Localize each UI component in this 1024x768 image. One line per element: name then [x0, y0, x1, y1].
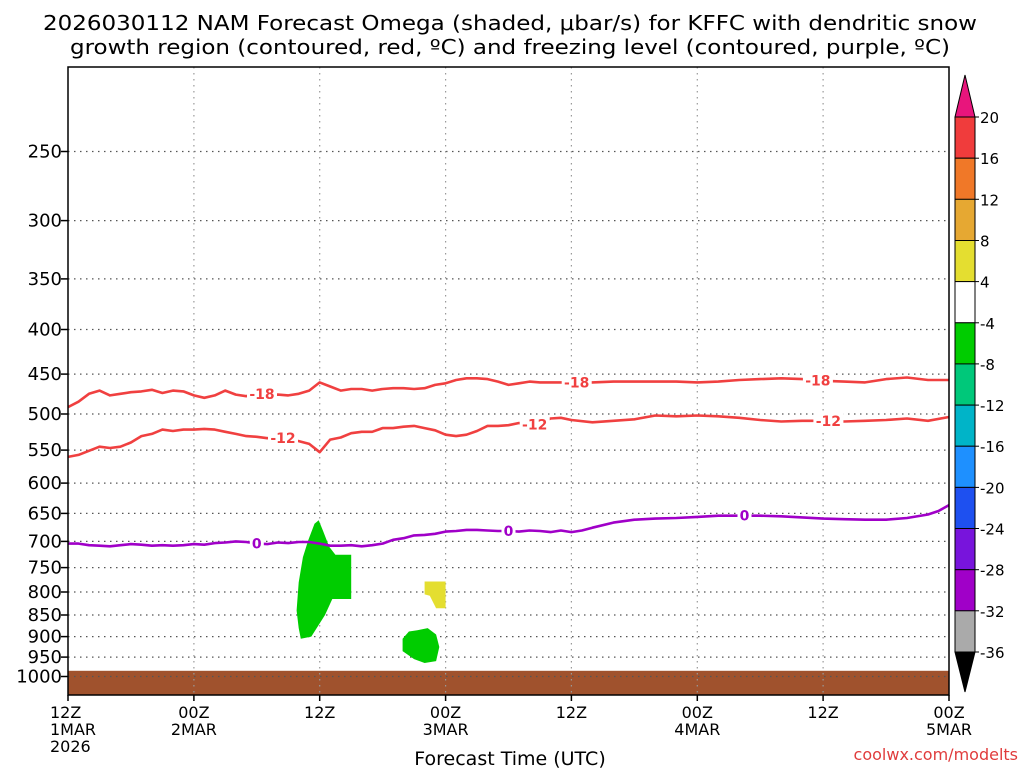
colorbar-top-arrow — [954, 74, 976, 118]
contour-label: -12 — [270, 431, 295, 447]
colorbar-bin — [954, 404, 976, 447]
colorbar-level-label: -36 — [980, 644, 1005, 662]
colorbar-bin — [954, 322, 976, 365]
contour-label: -12 — [816, 414, 841, 430]
contour-line-1 — [67, 414, 950, 459]
x-tick-label-l1: 12Z — [50, 703, 81, 722]
x-tick-label-l2: 3MAR — [423, 720, 469, 739]
y-tick-label-550: 550 — [28, 440, 62, 461]
contour-label: 0 — [504, 524, 514, 540]
pressure-axis: 2503003504004505005506006507007508008509… — [16, 142, 68, 688]
colorbar-bin — [954, 157, 976, 200]
contour-label: -18 — [249, 387, 274, 403]
x-tick-label-l2: 4MAR — [674, 720, 720, 739]
x-tick-label-l3: 2026 — [50, 737, 91, 756]
x-tick-label-l1: 12Z — [807, 703, 838, 722]
colorbar-level-label: -28 — [980, 562, 1005, 580]
x-tick-label-l1: 12Z — [304, 703, 335, 722]
contour-label: -18 — [564, 375, 589, 391]
y-tick-label-250: 250 — [28, 142, 62, 163]
contour-label-bg — [802, 372, 833, 389]
y-tick-label-800: 800 — [28, 582, 62, 603]
x-tick-label-l1: 00Z — [178, 703, 209, 722]
y-tick-label-850: 850 — [28, 605, 62, 626]
x-tick-label-l1: 12Z — [556, 703, 587, 722]
colorbar-bin — [954, 363, 976, 406]
plot-frame — [67, 66, 950, 696]
colorbar-level-label: 16 — [980, 150, 999, 168]
contour-label: -12 — [522, 418, 547, 434]
colorbar-level-label: -24 — [980, 521, 1005, 539]
x-tick-label-l2: 2MAR — [171, 720, 217, 739]
y-tick-label-900: 900 — [28, 627, 62, 648]
omega-shade-region-2 — [424, 581, 446, 609]
colorbar-level-label: -4 — [980, 315, 995, 333]
colorbar-bin — [954, 281, 976, 324]
contour-label: 0 — [252, 537, 262, 553]
colorbar-bin — [954, 240, 976, 283]
contour-label-bg — [561, 374, 592, 391]
y-tick-label-750: 750 — [28, 558, 62, 579]
contour-label-bg — [737, 507, 752, 524]
contour-label: -18 — [805, 373, 830, 389]
colorbar-level-label: -16 — [980, 438, 1005, 456]
omega-shade-region-1 — [402, 628, 440, 663]
y-tick-label-950: 950 — [28, 647, 62, 668]
y-tick-label-1000: 1000 — [16, 667, 62, 688]
chart-title-line1: 2026030112 NAM Forecast Omega (shaded, μ… — [43, 11, 977, 35]
y-tick-label-500: 500 — [28, 404, 62, 425]
y-tick-label-400: 400 — [28, 320, 62, 341]
y-tick-label-650: 650 — [28, 503, 62, 524]
y-tick-label-300: 300 — [28, 211, 62, 232]
contour-line-0 — [67, 376, 949, 409]
contour-label-bg — [247, 385, 277, 402]
contour-label: 0 — [740, 509, 750, 525]
colorbar-bin — [954, 445, 976, 488]
colorbar-bin — [954, 528, 976, 571]
plot-area: -18 -18 -18 -12 -12 -12 0 0 0 — [67, 67, 950, 695]
colorbar-level-label: -20 — [980, 479, 1005, 497]
colorbar-bin — [954, 610, 976, 653]
contour-line-2 — [68, 503, 950, 548]
contour-label-bg — [268, 429, 298, 446]
x-axis-label: Forecast Time (UTC) — [414, 748, 605, 768]
omega-colorbar: 20 16 12 8 4 -4 -8 -12 -16 -20 -24 -28 -32 -36 — [954, 74, 1005, 693]
colorbar-bin — [954, 116, 976, 159]
colorbar-bin — [954, 486, 976, 530]
colorbar-bin — [954, 198, 976, 242]
y-tick-label-350: 350 — [28, 269, 62, 290]
below-ground-shade — [68, 670, 949, 695]
colorbar-level-label: -12 — [980, 397, 1005, 415]
y-tick-label-700: 700 — [28, 531, 62, 552]
y-tick-label-600: 600 — [28, 473, 62, 494]
colorbar-level-label: 4 — [980, 274, 990, 292]
x-tick-label-l1: 00Z — [430, 703, 461, 722]
omega-shade-region-0 — [296, 520, 352, 639]
x-tick-label-l2: 5MAR — [926, 720, 972, 739]
colorbar-level-label: -32 — [980, 603, 1005, 621]
x-tick-label-l1: 00Z — [933, 703, 964, 722]
credit-link[interactable]: coolwx.com/modelts — [854, 745, 1018, 764]
x-tick-label-l1: 00Z — [682, 703, 713, 722]
colorbar-level-label: 8 — [980, 233, 990, 251]
contour-label-bg — [501, 523, 516, 539]
colorbar-level-label: 20 — [980, 109, 999, 127]
contour-label-bg — [813, 413, 844, 429]
colorbar-bin — [954, 569, 976, 612]
y-tick-label-450: 450 — [28, 364, 62, 385]
colorbar-bottom-arrow — [954, 651, 976, 693]
colorbar-level-label: 12 — [980, 191, 999, 209]
chart-title-line2: growth region (contoured, red, ºC) and f… — [70, 35, 950, 59]
contour-label-bg — [249, 535, 264, 552]
contour-label-bg — [519, 416, 550, 433]
x-tick-label-l2: 1MAR — [50, 720, 96, 739]
colorbar-level-label: -8 — [980, 356, 995, 374]
